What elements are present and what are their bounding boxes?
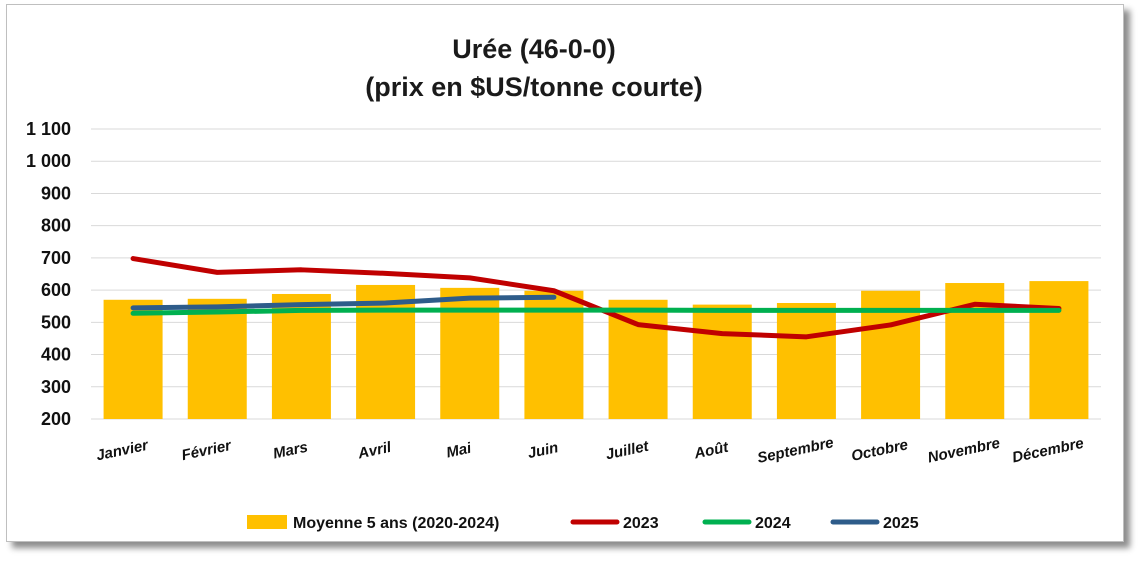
y-tick-label: 1 100 (26, 119, 71, 139)
y-tick-label: 900 (41, 183, 71, 203)
x-tick-label: Janvier (95, 437, 151, 465)
y-axis: 200 300 400 500 600 700 800 900 1 000 1 100 (26, 119, 71, 429)
legend-label: 2023 (623, 515, 659, 532)
legend-swatch-bars (247, 515, 287, 529)
bar (1029, 281, 1089, 419)
chart-title: Urée (46-0-0) (452, 34, 616, 64)
chart-frame: Urée (46-0-0) (prix en $US/tonne courte)… (6, 4, 1124, 542)
x-tick-label: Février (180, 437, 234, 464)
bar (776, 303, 836, 419)
legend-label: 2025 (883, 515, 919, 532)
chart: Urée (46-0-0) (prix en $US/tonne courte)… (26, 34, 1101, 532)
x-tick-label: Mai (445, 440, 474, 462)
x-tick-label: Novembre (926, 435, 1001, 467)
chart-subtitle: (prix en $US/tonne courte) (365, 72, 703, 102)
y-tick-label: 1 000 (26, 151, 71, 171)
bar (356, 284, 416, 419)
y-tick-label: 800 (41, 216, 71, 236)
bar (187, 298, 247, 419)
series-line-2025 (130, 294, 557, 311)
bar (608, 299, 668, 419)
y-tick-label: 700 (41, 248, 71, 268)
x-tick-label: Août (692, 439, 731, 463)
bar (271, 293, 331, 419)
y-tick-label: 200 (41, 409, 71, 429)
legend-label: 2024 (755, 515, 791, 532)
x-tick-label: Avril (356, 439, 394, 463)
x-tick-label: Juin (526, 439, 560, 462)
x-tick-label: Décembre (1011, 435, 1085, 467)
y-tick-label: 300 (41, 377, 71, 397)
legend-label: Moyenne 5 ans (2020-2024) (293, 515, 499, 532)
bar (692, 304, 752, 419)
y-tick-label: 500 (41, 312, 71, 332)
x-tick-label: Octobre (850, 436, 910, 465)
legend: Moyenne 5 ans (2020-2024) 2023 2024 2025 (247, 515, 919, 532)
line-series (130, 256, 1062, 340)
bar (103, 299, 163, 419)
bar-series (103, 281, 1089, 419)
series-line-2024 (130, 307, 1062, 316)
y-tick-label: 400 (41, 345, 71, 365)
bar (440, 287, 500, 419)
y-tick-label: 600 (41, 280, 71, 300)
gridlines (91, 128, 1101, 420)
x-axis: Janvier Février Mars Avril Mai Juin Juillet Aoû… (95, 434, 1086, 467)
x-tick-label: Mars (272, 439, 310, 463)
x-tick-label: Juillet (604, 438, 651, 464)
x-tick-label: Septembre (756, 434, 835, 467)
